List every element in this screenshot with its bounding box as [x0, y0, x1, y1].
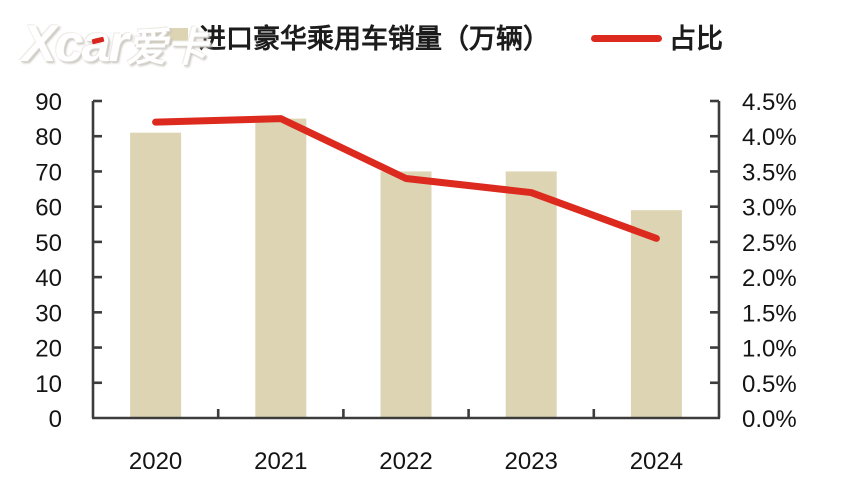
right-axis-tick-label: 2.0%	[742, 265, 797, 292]
legend-line-label: 占比	[669, 24, 723, 54]
left-axis-tick-label: 80	[35, 124, 62, 151]
x-axis-category-label: 2022	[379, 448, 432, 475]
right-axis-tick-label: 0.5%	[742, 371, 797, 398]
right-axis-tick-label: 0.0%	[742, 406, 797, 433]
right-axis-tick-label: 4.0%	[742, 124, 797, 151]
bar-2023	[505, 171, 557, 418]
bar-2021	[255, 118, 307, 418]
legend-bar-label: 进口豪华乘用车销量（万辆）	[199, 24, 550, 54]
legend-bar-swatch	[150, 28, 188, 45]
legend-line-swatch	[591, 35, 662, 42]
right-axis-tick-label: 2.5%	[742, 230, 797, 257]
x-axis-category-label: 2020	[129, 448, 182, 475]
x-axis-category-label: 2021	[254, 448, 307, 475]
left-axis-tick-label: 10	[35, 371, 62, 398]
left-axis-tick-label: 20	[35, 336, 62, 363]
left-axis-tick-label: 60	[35, 195, 62, 222]
left-axis-tick-label: 40	[35, 265, 62, 292]
x-axis-category-label: 2024	[630, 448, 683, 475]
right-axis-tick-label: 3.0%	[742, 195, 797, 222]
bar-2020	[130, 132, 182, 418]
left-axis-tick-label: 70	[35, 159, 62, 186]
left-axis-tick-label: 30	[35, 300, 62, 327]
ratio-line	[152, 115, 660, 242]
right-axis-tick-label: 1.0%	[742, 336, 797, 363]
bar-2024	[630, 210, 682, 418]
bar-2022	[380, 171, 432, 418]
x-axis-category-label: 2023	[505, 448, 558, 475]
left-axis-tick-label: 0	[49, 406, 62, 433]
left-axis-tick-label: 90	[35, 89, 62, 116]
left-axis-tick-label: 50	[35, 230, 62, 257]
right-axis-tick-label: 1.5%	[742, 300, 797, 327]
right-axis-tick-label: 3.5%	[742, 159, 797, 186]
right-axis-tick-label: 4.5%	[742, 89, 797, 116]
